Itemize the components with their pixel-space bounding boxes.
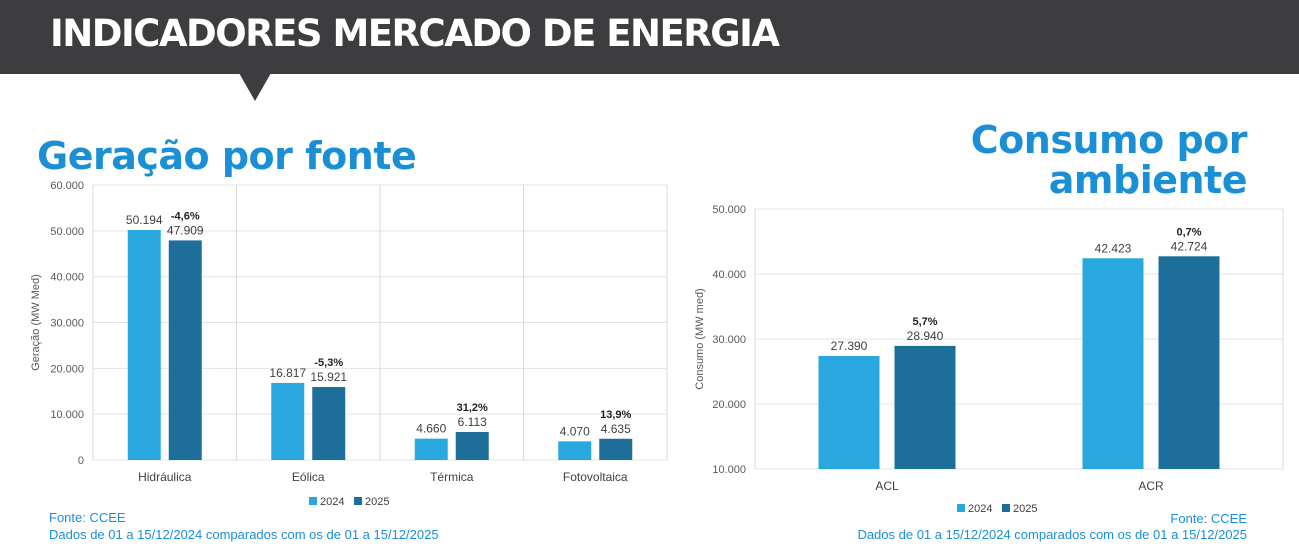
y-tick-label: 40.000 xyxy=(712,269,746,281)
x-tick-label-acr: ACR xyxy=(1138,479,1164,493)
x-tick-label-hidráulica: Hidráulica xyxy=(138,470,192,484)
bar-hidráulica-2024 xyxy=(127,229,161,460)
data-label-eólica-2024: 16.817 xyxy=(269,366,306,380)
bar-fotovoltaica-2024 xyxy=(558,441,592,460)
bar-acl-2025 xyxy=(894,345,956,469)
data-label-acl-2025: 28.940 xyxy=(907,329,944,343)
legend-swatch-2024 xyxy=(309,497,317,505)
y-tick-label: 50.000 xyxy=(712,204,746,216)
x-tick-label-fotovoltaica: Fotovoltaica xyxy=(563,470,628,484)
y-tick-label: 10.000 xyxy=(50,409,84,421)
legend-swatch-2024 xyxy=(957,504,965,512)
legend-label-2025: 2025 xyxy=(365,496,389,508)
y-tick-label: 40.000 xyxy=(50,272,84,284)
data-label-acr-2024: 42.423 xyxy=(1095,241,1132,255)
data-label-térmica-2025: 6.113 xyxy=(458,415,487,429)
legend-label-2025: 2025 xyxy=(1013,503,1037,515)
source-right: Fonte: CCEE xyxy=(1170,511,1247,526)
x-tick-label-acl: ACL xyxy=(875,479,899,493)
variation-label-fotovoltaica: 13,9% xyxy=(600,409,631,421)
x-tick-label-eólica: Eólica xyxy=(292,470,325,484)
bar-acr-2024 xyxy=(1082,258,1144,469)
y-axis-title: Consumo (MW med) xyxy=(694,288,706,389)
y-axis-title: Geração (MW Med) xyxy=(30,274,42,371)
y-tick-label: 20.000 xyxy=(712,399,746,411)
period-note-left: Dados de 01 a 15/12/2024 comparados com … xyxy=(49,527,439,542)
data-label-térmica-2024: 4.660 xyxy=(416,422,446,436)
period-note-right: Dados de 01 a 15/12/2024 comparados com … xyxy=(857,527,1247,542)
legend-swatch-2025 xyxy=(1002,504,1010,512)
y-tick-label: 0 xyxy=(78,455,84,467)
data-label-hidráulica-2025: 47.909 xyxy=(167,223,204,237)
x-tick-label-térmica: Térmica xyxy=(430,470,474,484)
legend-label-2024: 2024 xyxy=(320,496,344,508)
consumption-chart-title: Consumo por ambiente xyxy=(970,118,1248,202)
y-tick-label: 30.000 xyxy=(712,334,746,346)
data-label-acl-2024: 27.390 xyxy=(831,339,868,353)
y-tick-label: 30.000 xyxy=(50,318,84,330)
consumption-title-line1: Consumo por xyxy=(970,118,1248,162)
page-title: INDICADORES MERCADO DE ENERGIA xyxy=(50,12,780,55)
bar-fotovoltaica-2025 xyxy=(599,438,633,460)
bar-hidráulica-2025 xyxy=(168,240,202,460)
header-pointer-arrow xyxy=(239,73,271,101)
bar-eólica-2024 xyxy=(271,382,305,460)
bar-acl-2024 xyxy=(818,355,880,469)
generation-chart: 0 10.000 20.000 30.000 40.000 50.000 60.000 Ger… xyxy=(30,180,668,508)
y-tick-label: 10.000 xyxy=(712,464,746,476)
data-label-fotovoltaica-2024: 4.070 xyxy=(560,424,590,438)
variation-label-eólica: -5,3% xyxy=(314,357,343,369)
data-label-eólica-2025: 15.921 xyxy=(310,370,347,384)
bar-térmica-2024 xyxy=(414,438,448,460)
data-label-acr-2025: 42.724 xyxy=(1171,239,1208,253)
variation-label-térmica: 31,2% xyxy=(457,402,488,414)
y-tick-label: 20.000 xyxy=(50,363,84,375)
consumption-title-line2: ambiente xyxy=(1048,158,1248,202)
y-tick-label: 50.000 xyxy=(50,226,84,238)
legend-swatch-2025 xyxy=(354,497,362,505)
header-banner: INDICADORES MERCADO DE ENERGIA xyxy=(0,0,1299,74)
bar-térmica-2025 xyxy=(455,431,489,460)
variation-label-acl: 5,7% xyxy=(912,316,937,328)
bar-acr-2025 xyxy=(1158,256,1220,469)
source-left: Fonte: CCEE xyxy=(49,510,126,525)
y-tick-label: 60.000 xyxy=(50,180,84,192)
data-label-hidráulica-2024: 50.194 xyxy=(126,213,163,227)
variation-label-acr: 0,7% xyxy=(1176,226,1201,238)
generation-chart-title: Geração por fonte xyxy=(37,134,417,178)
bar-eólica-2025 xyxy=(312,387,346,460)
variation-label-hidráulica: -4,6% xyxy=(171,210,200,222)
legend-label-2024: 2024 xyxy=(968,503,992,515)
data-label-fotovoltaica-2025: 4.635 xyxy=(601,422,631,436)
